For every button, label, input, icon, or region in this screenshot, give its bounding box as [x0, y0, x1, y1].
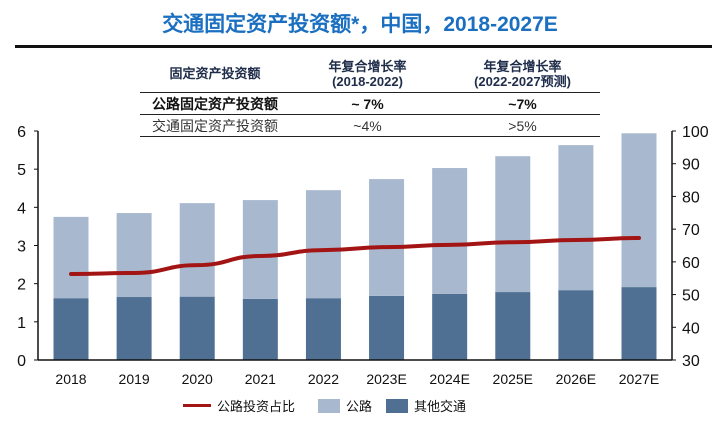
right-tick-label: 50 — [682, 288, 700, 305]
bar-road — [369, 179, 405, 296]
table-cell: 交通固定资产投资额 — [152, 117, 278, 134]
chart-title: 交通固定资产投资额*，中国，2018-2027E — [162, 13, 558, 36]
bar-road — [558, 145, 594, 291]
header-cell: 年复合增长率 (2022-2027预测) — [445, 59, 600, 89]
bar-road — [116, 213, 152, 298]
x-tick-label: 2021 — [245, 371, 276, 387]
legend-item-other: 其他交通 — [386, 396, 466, 415]
table-cell: ~7% — [508, 95, 537, 112]
right-tick-label: 40 — [682, 320, 700, 337]
bar-road — [179, 203, 215, 297]
legend-label: 公路 — [346, 399, 373, 414]
bar-road — [53, 216, 89, 299]
left-tick-label: 0 — [17, 353, 26, 370]
bar-other — [242, 298, 278, 360]
bar-road — [432, 168, 468, 294]
cagr-table: 固定资产投资额 年复合增长率 (2018-2022) 年复合增长率 (2022-20… — [140, 55, 600, 137]
bar-other — [558, 290, 594, 360]
x-tick-label: 2027E — [619, 371, 659, 387]
bar-other — [432, 293, 468, 360]
left-tick-label: 1 — [17, 315, 26, 332]
left-tick-label: 3 — [17, 239, 26, 256]
bar-road — [621, 133, 657, 288]
legend-label: 公路投资占比 — [217, 399, 296, 414]
right-tick-label: 80 — [682, 189, 700, 206]
left-tick-label: 2 — [17, 277, 26, 294]
header-cell: 年复合增长率 (2018-2022) — [290, 59, 445, 89]
right-tick-label: 100 — [682, 124, 709, 141]
x-tick-label: 2018 — [55, 371, 86, 387]
legend-label: 其他交通 — [414, 399, 467, 414]
line-road-share — [69, 235, 641, 276]
right-tick-label: 30 — [682, 353, 700, 370]
x-tick-label: 2026E — [556, 371, 596, 387]
legend-item-road: 公路 — [318, 396, 372, 415]
left-tick-label: 5 — [17, 162, 26, 179]
header-text: (2022-2027预测) — [474, 73, 571, 89]
legend-swatch — [386, 398, 408, 413]
legend-item-line: 公路投资占比 — [183, 396, 295, 415]
left-tick-label: 4 — [17, 200, 26, 217]
table-cell: 公路固定资产投资额 — [152, 95, 278, 112]
bar-other — [179, 296, 215, 360]
title-divider — [15, 45, 712, 48]
bar-road — [305, 190, 341, 299]
table-cell: >5% — [508, 117, 537, 134]
x-tick-label: 2025E — [493, 371, 533, 387]
legend-swatch — [318, 398, 340, 413]
left-tick-label: 6 — [17, 124, 26, 141]
header-text: (2018-2022) — [332, 73, 403, 89]
bar-road — [242, 200, 278, 299]
bar-other — [116, 297, 152, 360]
header-text: 年复合增长率 — [328, 58, 407, 74]
bar-other — [369, 295, 405, 360]
x-tick-label: 2020 — [182, 371, 213, 387]
bar-other — [621, 287, 657, 360]
legend-line-swatch — [183, 404, 211, 407]
x-tick-label: 2023E — [366, 371, 406, 387]
table-header-row: 固定资产投资额 年复合增长率 (2018-2022) 年复合增长率 (2022-20… — [140, 55, 600, 93]
bar-other — [305, 298, 341, 360]
bar-other — [53, 298, 89, 360]
right-tick-label: 60 — [682, 255, 700, 272]
table-cell: ~ 7% — [351, 95, 384, 112]
right-tick-label: 90 — [682, 157, 700, 174]
table-row: 交通固定资产投资额 ~4% >5% — [140, 115, 600, 137]
right-tick-label: 70 — [682, 222, 700, 239]
bar-other — [495, 292, 531, 360]
header-text: 固定资产投资额 — [169, 66, 261, 81]
table-row: 公路固定资产投资额 ~ 7% ~7% — [140, 93, 600, 115]
bar-road — [495, 156, 531, 293]
x-tick-label: 2019 — [119, 371, 150, 387]
x-tick-label: 2022 — [308, 371, 339, 387]
table-cell: ~4% — [353, 117, 382, 134]
header-cell: 固定资产投资额 — [140, 66, 290, 81]
x-tick-label: 2024E — [429, 371, 469, 387]
header-text: 年复合增长率 — [483, 58, 562, 74]
